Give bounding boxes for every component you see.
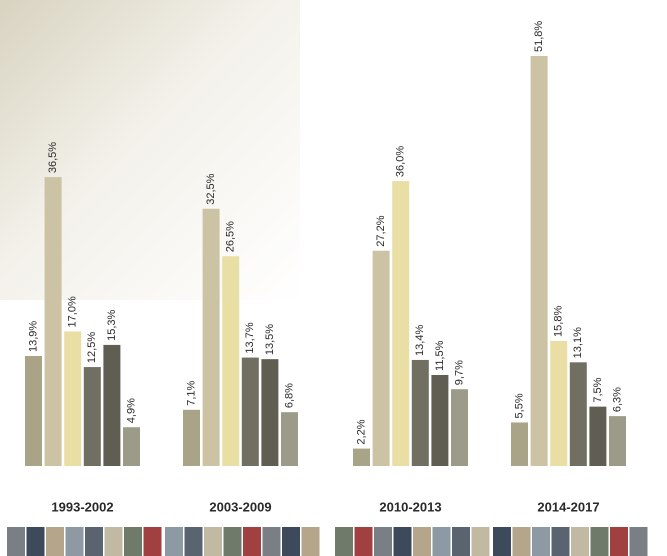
value-label: 17,0% <box>67 296 79 327</box>
category-label: 1993-2002 <box>51 499 113 514</box>
thumbnail <box>302 527 320 556</box>
bar <box>84 367 101 466</box>
bar <box>242 358 259 466</box>
value-label: 36,0% <box>395 146 407 177</box>
value-label: 9,7% <box>453 360 465 385</box>
thumbnail <box>472 527 490 556</box>
thumbnail <box>46 527 64 556</box>
value-label: 15,8% <box>553 306 565 337</box>
thumbnail <box>165 527 183 556</box>
value-label: 36,5% <box>47 142 59 173</box>
value-label: 7,1% <box>185 381 197 406</box>
bar <box>511 422 528 466</box>
thumbnail <box>630 527 648 556</box>
thumbnails <box>7 527 648 556</box>
bar <box>203 209 220 466</box>
bar <box>123 427 140 466</box>
thumbnail <box>552 527 570 556</box>
value-label: 2,2% <box>355 419 367 444</box>
value-label: 13,1% <box>572 327 584 358</box>
bar <box>183 410 200 466</box>
bar <box>550 341 567 466</box>
thumbnail <box>374 527 392 556</box>
value-label: 12,5% <box>86 332 98 363</box>
thumbnail <box>85 527 103 556</box>
bar <box>412 360 429 466</box>
value-label: 26,5% <box>225 221 237 252</box>
bar <box>64 331 81 466</box>
thumbnail <box>413 527 431 556</box>
bar <box>392 181 409 466</box>
value-label: 13,9% <box>27 321 39 352</box>
thumbnail <box>493 527 511 556</box>
page: 13,9% 36,5% 17,0% 12,5% 15,3% 4,9% 1993-2002 7,… <box>0 0 667 556</box>
thumbnail <box>124 527 142 556</box>
value-label: 6,3% <box>611 387 623 412</box>
bar <box>103 345 120 466</box>
thumbnail <box>7 527 25 556</box>
bar <box>261 359 278 466</box>
bar <box>25 356 42 466</box>
bar <box>451 389 468 466</box>
value-label: 5,5% <box>513 393 525 418</box>
thumbnail <box>282 527 300 556</box>
bar <box>531 56 548 466</box>
value-label: 4,9% <box>125 398 137 423</box>
value-label: 13,4% <box>414 325 426 356</box>
category-label: 2014-2017 <box>537 499 599 514</box>
value-label: 6,8% <box>283 383 295 408</box>
thumbnail <box>243 527 261 556</box>
thumbnail <box>204 527 222 556</box>
thumbnail <box>335 527 353 556</box>
value-label: 13,5% <box>264 324 276 355</box>
bar <box>281 412 298 466</box>
value-label: 13,7% <box>244 322 256 353</box>
thumbnail <box>185 527 203 556</box>
bar <box>589 407 606 466</box>
category-label: 2003-2009 <box>209 499 271 514</box>
chart: 13,9% 36,5% 17,0% 12,5% 15,3% 4,9% 1993-2002 7,… <box>0 0 667 556</box>
value-label: 7,5% <box>592 377 604 402</box>
value-label: 51,8% <box>533 21 545 52</box>
thumbnail <box>610 527 628 556</box>
thumbnail <box>433 527 451 556</box>
category-label: 2010-2013 <box>379 499 441 514</box>
value-label: 27,2% <box>375 215 387 246</box>
thumbnail <box>27 527 45 556</box>
thumbnail <box>452 527 470 556</box>
bar <box>353 449 370 466</box>
value-label: 15,3% <box>106 309 118 340</box>
bar <box>222 256 239 466</box>
thumbnail <box>532 527 550 556</box>
thumbnail <box>513 527 531 556</box>
bar <box>570 362 587 466</box>
value-label: 32,5% <box>205 173 217 204</box>
bar <box>609 416 626 466</box>
thumbnail <box>355 527 373 556</box>
thumbnail <box>591 527 609 556</box>
bar <box>431 375 448 466</box>
thumbnail <box>66 527 84 556</box>
thumbnail <box>105 527 123 556</box>
bar <box>373 251 390 466</box>
thumbnail <box>394 527 412 556</box>
thumbnail <box>144 527 162 556</box>
thumbnail <box>263 527 281 556</box>
bar <box>45 177 62 466</box>
thumbnail <box>224 527 242 556</box>
thumbnail <box>571 527 589 556</box>
value-label: 11,5% <box>434 340 446 371</box>
